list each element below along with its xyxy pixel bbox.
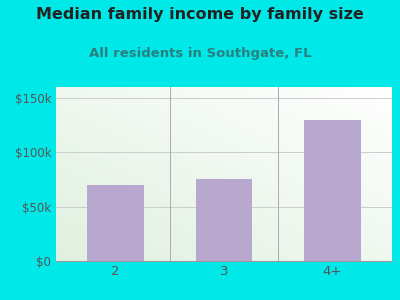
Text: All residents in Southgate, FL: All residents in Southgate, FL [89,46,311,59]
Bar [88,185,144,261]
Bar [196,179,252,261]
Text: Median family income by family size: Median family income by family size [36,8,364,22]
Bar [304,120,360,261]
